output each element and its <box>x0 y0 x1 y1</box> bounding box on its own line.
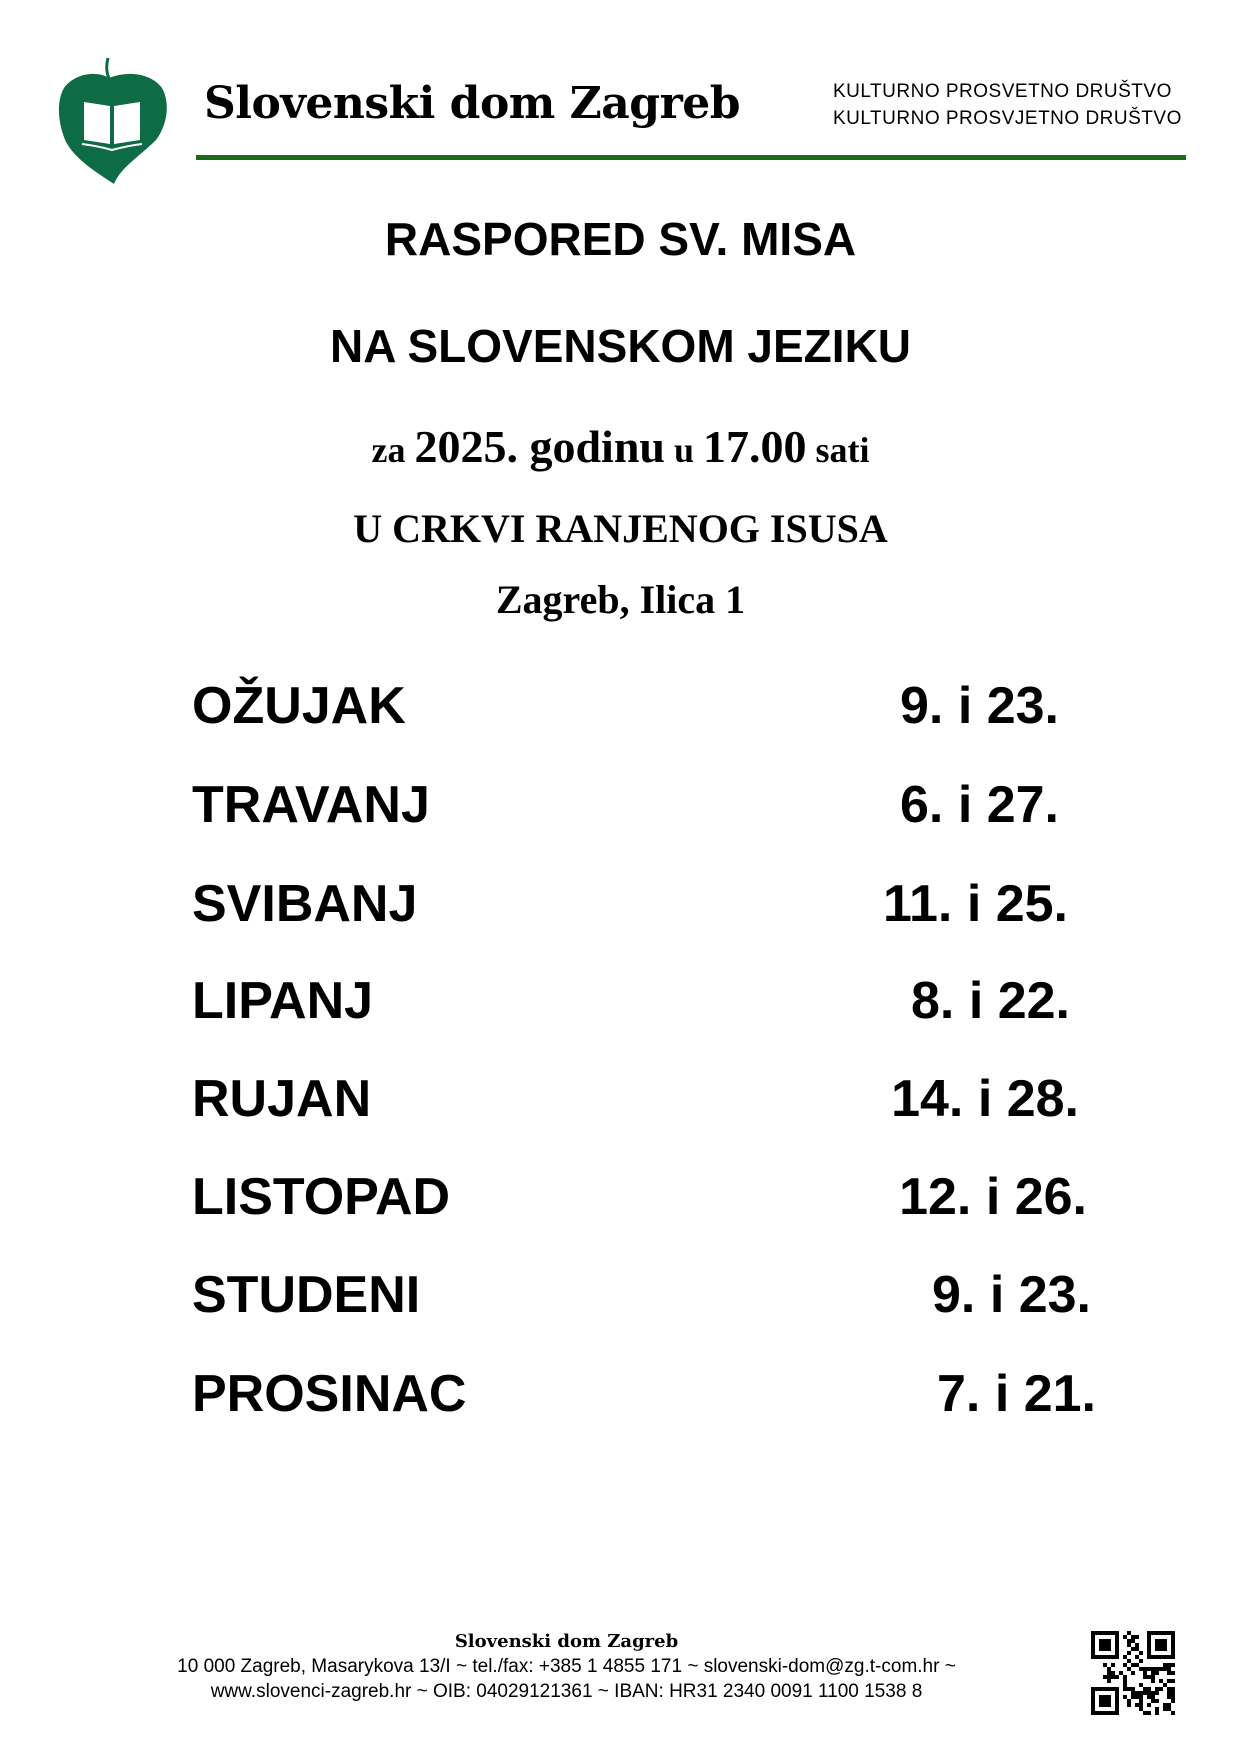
text: sati <box>806 430 870 470</box>
org-title: Slovenski dom Zagreb <box>204 78 741 129</box>
mass-dates: 9. i 23. <box>900 677 1059 735</box>
address-phone: 10 000 Zagreb, Masarykova 13/I ~ tel./fa… <box>177 1656 704 1677</box>
title-line-3: za 2025. godinu u 17.00 sati <box>0 420 1241 473</box>
mass-dates: 11. i 25. <box>882 875 1068 933</box>
church-address: Zagreb, Ilica 1 <box>495 577 746 622</box>
email-link[interactable]: slovenski-dom@zg.t-com.hr <box>703 1656 940 1677</box>
footer-contact: 10 000 Zagreb, Masarykova 13/I ~ tel./fa… <box>0 1656 1187 1678</box>
footer-org-name: Slovenski dom Zagreb <box>454 1631 679 1652</box>
org-subtitle-slovene: KULTURNO PROSVETNO DRUŠTVO <box>833 81 1172 102</box>
month-name: PROSINAC <box>192 1365 467 1423</box>
church-name: U CRKVI RANJENOG ISUSA <box>353 506 888 551</box>
title-line-1: RASPORED SV. MISA <box>384 213 857 265</box>
leaf-book-logo <box>58 57 167 184</box>
month-name: OŽUJAK <box>192 677 406 735</box>
mass-dates: 8. i 22. <box>911 972 1070 1030</box>
org-subtitle-croatian: KULTURNO PROSVJETNO DRUŠTVO <box>833 108 1182 129</box>
title-line-2: NA SLOVENSKOM JEZIKU <box>329 320 912 372</box>
month-name: RUJAN <box>192 1070 372 1128</box>
text: za <box>371 430 415 470</box>
header-divider <box>196 155 1186 160</box>
month-name: LIPANJ <box>192 972 374 1030</box>
mass-dates: 6. i 27. <box>900 776 1059 834</box>
separator: ~ <box>939 1656 956 1677</box>
month-name: LISTOPAD <box>192 1168 451 1226</box>
text: u <box>664 430 704 470</box>
month-name: SVIBANJ <box>192 875 418 933</box>
time: 17.00 <box>703 421 807 472</box>
qr-code-icon <box>1091 1631 1175 1715</box>
mass-dates: 9. i 23. <box>932 1266 1091 1324</box>
mass-dates: 7. i 21. <box>937 1365 1096 1423</box>
month-name: TRAVANJ <box>192 776 430 834</box>
month-name: STUDENI <box>192 1266 421 1324</box>
mass-dates: 12. i 26. <box>899 1168 1087 1226</box>
year: 2025. godinu <box>414 421 665 472</box>
mass-dates: 14. i 28. <box>891 1070 1079 1128</box>
footer-web-bank: www.slovenci-zagreb.hr ~ OIB: 0402912136… <box>210 1681 923 1702</box>
